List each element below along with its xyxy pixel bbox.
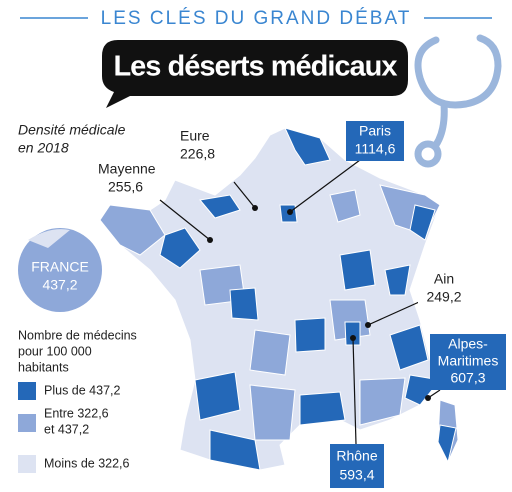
region bbox=[384, 264, 411, 296]
point bbox=[365, 322, 371, 328]
national-value: 437,2 bbox=[42, 277, 77, 293]
point bbox=[207, 237, 213, 243]
kicker: LES CLÉS DU GRAND DÉBAT bbox=[101, 8, 412, 29]
region bbox=[159, 227, 201, 269]
callout-name: Maritimes bbox=[438, 353, 499, 369]
leader-line bbox=[289, 159, 361, 213]
legend-label: Plus de 437,2 bbox=[44, 383, 120, 397]
region bbox=[249, 384, 296, 441]
callout-value: 607,3 bbox=[450, 370, 485, 386]
callout-box bbox=[346, 121, 404, 161]
leader-line bbox=[233, 181, 256, 209]
legend-swatch bbox=[18, 455, 36, 473]
callout-box bbox=[418, 268, 470, 308]
legend-label: Entre 322,6 bbox=[44, 406, 109, 420]
callout-name: Alpes- bbox=[448, 336, 488, 352]
national-sticker bbox=[18, 228, 102, 312]
callout-name: Ain bbox=[434, 271, 454, 287]
callout-name: Mayenne bbox=[98, 161, 156, 177]
subtitle: en 2018 bbox=[18, 140, 69, 156]
region bbox=[339, 249, 376, 291]
callout-value: 255,6 bbox=[108, 179, 143, 195]
callout-value: 249,2 bbox=[426, 289, 461, 305]
callout-box bbox=[330, 444, 384, 488]
leader-line bbox=[352, 337, 357, 445]
region bbox=[229, 287, 259, 321]
region bbox=[199, 194, 241, 219]
title-bubble bbox=[102, 40, 408, 108]
region bbox=[249, 329, 291, 376]
region bbox=[359, 377, 406, 426]
callout-value: 226,8 bbox=[180, 146, 215, 162]
region bbox=[389, 324, 429, 371]
callout-name: Eure bbox=[180, 128, 210, 144]
point bbox=[287, 209, 293, 215]
legend-title: pour 100 000 bbox=[18, 344, 92, 358]
legend-title: habitants bbox=[18, 360, 69, 374]
callout-value: 1114,6 bbox=[355, 141, 396, 157]
corsica bbox=[437, 424, 457, 464]
national-name: FRANCE bbox=[31, 259, 89, 275]
region bbox=[329, 189, 361, 223]
france-map bbox=[99, 127, 459, 471]
callout-name: Paris bbox=[359, 123, 391, 139]
callout-box bbox=[430, 334, 506, 390]
point bbox=[350, 335, 356, 341]
subtitle: Densité médicale bbox=[18, 122, 126, 138]
region bbox=[194, 371, 241, 421]
region bbox=[299, 391, 346, 426]
callout-name: Rhône bbox=[336, 448, 377, 464]
point bbox=[252, 205, 258, 211]
region bbox=[409, 204, 436, 241]
legend-label: Moins de 322,6 bbox=[44, 456, 130, 470]
region bbox=[294, 317, 326, 353]
region bbox=[209, 429, 261, 471]
sticker-curl bbox=[28, 229, 70, 248]
title: Les déserts médicaux bbox=[113, 51, 397, 83]
legend-swatch bbox=[18, 414, 36, 432]
stethoscope-icon bbox=[414, 34, 502, 168]
point bbox=[425, 395, 431, 401]
region bbox=[284, 127, 331, 166]
legend-swatch bbox=[18, 382, 36, 400]
callout-value: 593,4 bbox=[339, 467, 374, 483]
legend-title: Nombre de médecins bbox=[18, 328, 137, 342]
leader-line bbox=[159, 199, 211, 241]
region bbox=[344, 321, 361, 346]
legend-label: et 437,2 bbox=[44, 422, 89, 436]
